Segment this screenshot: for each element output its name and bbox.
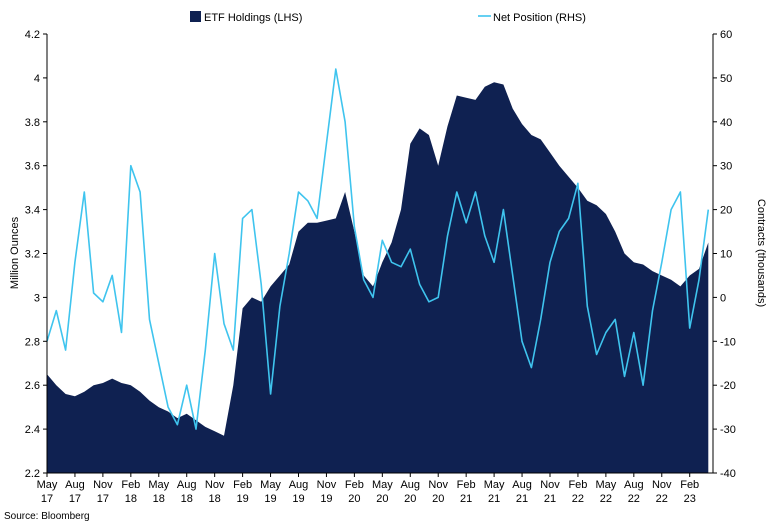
x-tick-label-year: 18 — [209, 493, 221, 505]
x-tick-label-month: May — [260, 479, 281, 491]
y-axis-label-left: Million Ounces — [9, 216, 21, 289]
y-tick-label-left: 4 — [34, 73, 40, 85]
x-tick-label-year: 21 — [516, 493, 528, 505]
x-tick-label-month: Feb — [457, 479, 476, 491]
x-tick-label-month: Nov — [205, 479, 225, 491]
x-tick-label-month: Aug — [512, 479, 532, 491]
x-tick-label-year: 17 — [41, 493, 53, 505]
x-tick-label-year: 19 — [320, 493, 332, 505]
x-tick-label-month: May — [148, 479, 169, 491]
x-tick-label-month: Nov — [317, 479, 337, 491]
x-tick-label-year: 23 — [684, 493, 696, 505]
x-tick-label-month: May — [595, 479, 616, 491]
legend: ETF Holdings (LHS) Net Position (RHS) — [190, 11, 586, 24]
x-tick-label-month: Feb — [568, 479, 587, 491]
y-tick-label-right: 50 — [720, 73, 732, 85]
y-tick-label-left: 2.8 — [25, 336, 40, 348]
x-tick-label-month: Feb — [680, 479, 699, 491]
x-tick-label-month: Nov — [540, 479, 560, 491]
x-tick-label-year: 20 — [348, 493, 360, 505]
y-tick-label-left: 3.2 — [25, 249, 40, 261]
x-tick-label-month: Nov — [428, 479, 448, 491]
x-tick-label-month: Nov — [652, 479, 672, 491]
y-tick-label-left: 3.8 — [25, 117, 40, 129]
legend-label-etf-holdings: ETF Holdings (LHS) — [204, 12, 302, 24]
y-ticks-left: 2.2 2.4 2.6 2.8 3 3.2 3.4 3.6 3.8 4 4.2 — [25, 29, 47, 480]
y-tick-label-left: 4.2 — [25, 29, 40, 41]
etf-holdings-area — [47, 82, 709, 474]
x-tick-label-year: 22 — [656, 493, 668, 505]
y-tick-label-right: 0 — [720, 292, 726, 304]
x-tick-label-month: Feb — [121, 479, 140, 491]
y-tick-label-left: 2.2 — [25, 468, 40, 480]
x-tick-label-year: 18 — [181, 493, 193, 505]
x-tick-label-month: Feb — [345, 479, 364, 491]
x-tick-label-month: Nov — [93, 479, 113, 491]
y-tick-label-right: 10 — [720, 249, 732, 261]
x-tick-label-month: May — [372, 479, 393, 491]
etf-area-layer — [47, 82, 709, 474]
x-tick-label-year: 18 — [125, 493, 137, 505]
y-tick-label-right: -40 — [720, 468, 736, 480]
y-tick-label-right: -20 — [720, 380, 736, 392]
legend-label-net-position: Net Position (RHS) — [493, 12, 586, 24]
x-tick-label-year: 20 — [376, 493, 388, 505]
x-tick-label-month: Aug — [65, 479, 85, 491]
source-note: Source: Bloomberg — [4, 511, 90, 522]
y-ticks-right: -40 -30 -20 -10 0 10 20 30 40 50 60 — [713, 29, 736, 480]
y-tick-label-right: 60 — [720, 29, 732, 41]
net-line-layer — [46, 68, 710, 430]
x-tick-label-month: May — [484, 479, 505, 491]
y-tick-label-left: 3.6 — [25, 161, 40, 173]
y-tick-label-left: 3.4 — [25, 205, 40, 217]
x-tick-label-month: Aug — [177, 479, 197, 491]
x-tick-label-year: 22 — [572, 493, 584, 505]
x-ticks: May 17 Aug 17 Nov 17 Feb 18 May 18 Aug 18 Nov 18 Feb 19… — [37, 473, 699, 505]
x-tick-label-year: 17 — [69, 493, 81, 505]
x-tick-label-year: 21 — [460, 493, 472, 505]
x-tick-label-year: 22 — [628, 493, 640, 505]
y-axis-label-right: Contracts (thousands) — [755, 199, 767, 307]
legend-swatch-etf-holdings — [190, 11, 201, 22]
x-tick-label-year: 21 — [488, 493, 500, 505]
y-tick-label-right: 30 — [720, 161, 732, 173]
x-tick-label-year: 19 — [292, 493, 304, 505]
y-tick-label-right: -30 — [720, 424, 736, 436]
y-tick-label-right: -10 — [720, 336, 736, 348]
x-tick-label-month: Aug — [289, 479, 309, 491]
net-position-line — [46, 68, 710, 430]
x-tick-label-month: Aug — [400, 479, 420, 491]
x-tick-label-year: 22 — [600, 493, 612, 505]
y-tick-label-right: 20 — [720, 205, 732, 217]
x-tick-label-month: May — [37, 479, 58, 491]
y-tick-label-left: 2.4 — [25, 424, 40, 436]
x-tick-label-year: 18 — [153, 493, 165, 505]
x-tick-label-year: 20 — [404, 493, 416, 505]
x-tick-label-month: Aug — [624, 479, 644, 491]
y-tick-label-left: 3 — [34, 292, 40, 304]
x-tick-label-year: 19 — [236, 493, 248, 505]
x-tick-label-year: 21 — [544, 493, 556, 505]
x-tick-label-month: Feb — [233, 479, 252, 491]
x-tick-label-year: 17 — [97, 493, 109, 505]
y-tick-label-right: 40 — [720, 117, 732, 129]
x-tick-label-year: 20 — [432, 493, 444, 505]
y-tick-label-left: 2.6 — [25, 380, 40, 392]
x-tick-label-year: 19 — [264, 493, 276, 505]
